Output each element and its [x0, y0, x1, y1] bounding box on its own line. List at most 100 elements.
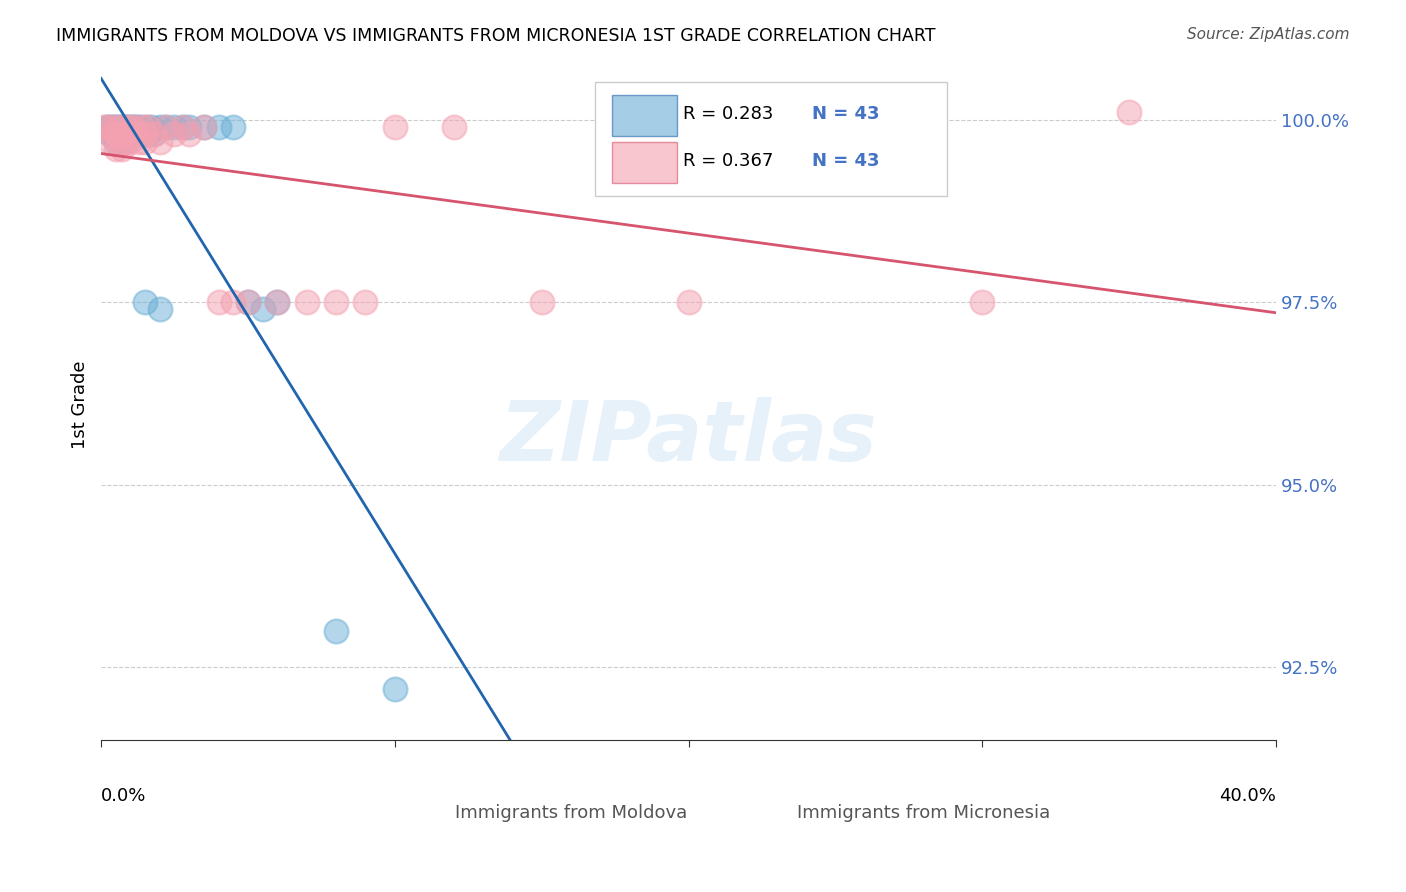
- Point: [325, 295, 347, 310]
- Point: [110, 135, 132, 149]
- Point: [110, 142, 132, 156]
- Point: [163, 127, 186, 141]
- Point: [207, 120, 229, 134]
- Point: [155, 120, 177, 134]
- Point: [530, 295, 553, 310]
- Point: [98, 135, 121, 149]
- FancyBboxPatch shape: [595, 82, 948, 196]
- Point: [104, 135, 127, 149]
- Point: [384, 682, 406, 697]
- Point: [325, 624, 347, 638]
- Point: [155, 120, 177, 134]
- Point: [98, 127, 121, 141]
- Point: [101, 120, 124, 134]
- Point: [222, 295, 245, 310]
- Point: [678, 295, 700, 310]
- Point: [125, 127, 148, 141]
- Point: [207, 295, 229, 310]
- Point: [131, 127, 153, 141]
- Point: [120, 120, 142, 134]
- Point: [384, 120, 406, 134]
- Point: [98, 127, 121, 141]
- Point: [136, 127, 159, 141]
- Point: [354, 295, 377, 310]
- Point: [120, 120, 142, 134]
- Point: [443, 120, 465, 134]
- Point: [114, 135, 136, 149]
- Point: [96, 120, 118, 134]
- Point: [107, 120, 129, 134]
- Point: [122, 120, 145, 134]
- Point: [266, 295, 288, 310]
- Point: [134, 295, 156, 310]
- Point: [128, 135, 150, 149]
- Text: R = 0.283: R = 0.283: [683, 105, 773, 123]
- Point: [252, 302, 274, 317]
- Point: [1118, 105, 1140, 120]
- Point: [101, 127, 124, 141]
- Point: [266, 295, 288, 310]
- Point: [110, 120, 132, 134]
- Point: [163, 120, 186, 134]
- Text: 0.0%: 0.0%: [101, 788, 146, 805]
- Text: N = 43: N = 43: [811, 105, 879, 123]
- Text: R = 0.367: R = 0.367: [683, 153, 773, 170]
- Point: [193, 120, 215, 134]
- Point: [131, 120, 153, 134]
- Point: [104, 120, 127, 134]
- Text: IMMIGRANTS FROM MOLDOVA VS IMMIGRANTS FROM MICRONESIA 1ST GRADE CORRELATION CHAR: IMMIGRANTS FROM MOLDOVA VS IMMIGRANTS FR…: [56, 27, 936, 45]
- Point: [179, 127, 201, 141]
- Point: [149, 135, 172, 149]
- Point: [120, 127, 142, 141]
- Point: [222, 120, 245, 134]
- Point: [172, 120, 194, 134]
- Point: [107, 135, 129, 149]
- Point: [172, 120, 194, 134]
- Point: [972, 295, 994, 310]
- Point: [193, 120, 215, 134]
- Point: [110, 127, 132, 141]
- Text: Immigrants from Moldova: Immigrants from Moldova: [456, 804, 688, 822]
- Text: ZIPatlas: ZIPatlas: [499, 398, 877, 478]
- Point: [139, 120, 162, 134]
- Point: [104, 142, 127, 156]
- Point: [101, 120, 124, 134]
- Point: [122, 120, 145, 134]
- Point: [236, 295, 259, 310]
- Point: [125, 127, 148, 141]
- Point: [114, 127, 136, 141]
- Point: [142, 127, 165, 141]
- Point: [107, 120, 129, 134]
- Point: [134, 135, 156, 149]
- Point: [98, 120, 121, 134]
- Point: [104, 127, 127, 141]
- Text: N = 43: N = 43: [811, 153, 879, 170]
- Y-axis label: 1st Grade: 1st Grade: [72, 360, 89, 449]
- Point: [136, 120, 159, 134]
- Point: [236, 295, 259, 310]
- Point: [96, 120, 118, 134]
- Point: [179, 120, 201, 134]
- Point: [142, 127, 165, 141]
- Point: [107, 127, 129, 141]
- Point: [128, 120, 150, 134]
- Point: [149, 302, 172, 317]
- Point: [125, 120, 148, 134]
- Point: [93, 120, 115, 134]
- Point: [114, 120, 136, 134]
- Point: [120, 135, 142, 149]
- Point: [149, 120, 172, 134]
- Point: [117, 120, 139, 134]
- Point: [122, 127, 145, 141]
- Point: [110, 127, 132, 141]
- Text: 40.0%: 40.0%: [1219, 788, 1277, 805]
- Point: [134, 120, 156, 134]
- Point: [117, 135, 139, 149]
- Text: Immigrants from Micronesia: Immigrants from Micronesia: [797, 804, 1050, 822]
- FancyBboxPatch shape: [612, 95, 676, 136]
- FancyBboxPatch shape: [612, 143, 676, 183]
- Point: [114, 120, 136, 134]
- Point: [295, 295, 318, 310]
- Text: Source: ZipAtlas.com: Source: ZipAtlas.com: [1187, 27, 1350, 42]
- Point: [117, 127, 139, 141]
